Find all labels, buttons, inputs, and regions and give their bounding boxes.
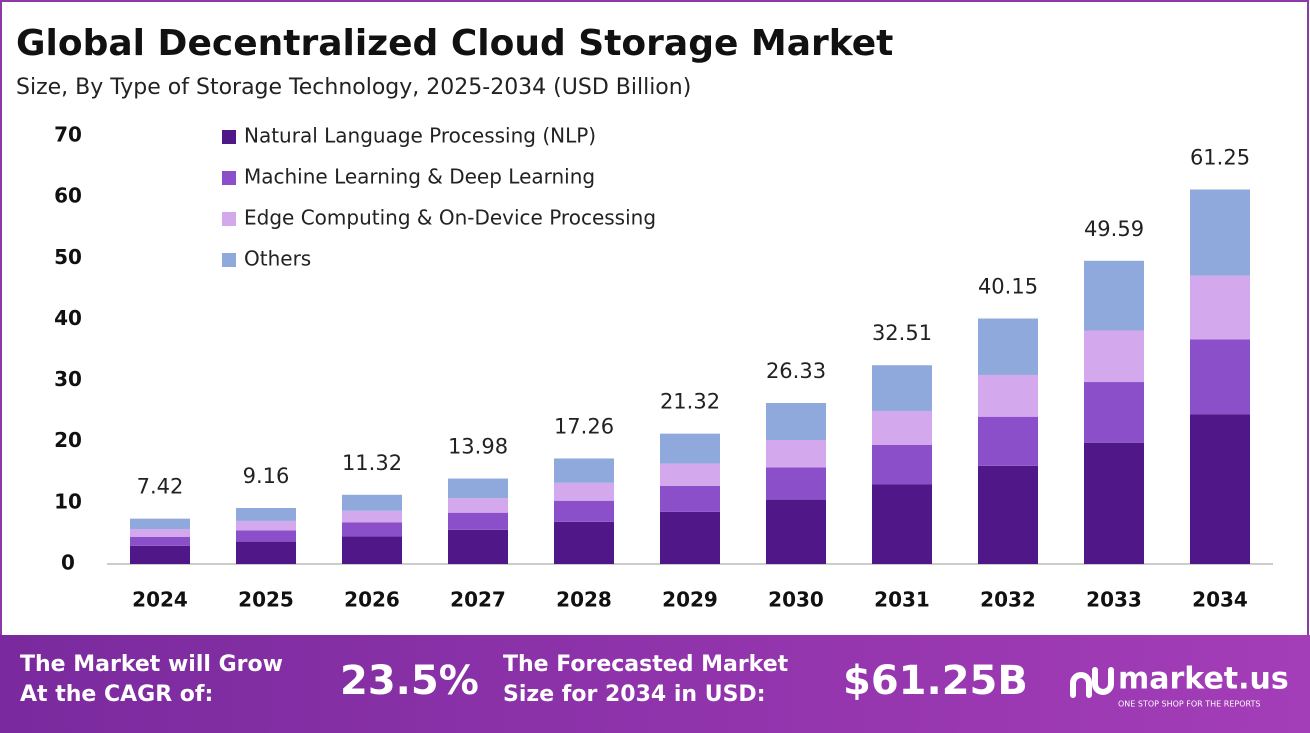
bar-segment [978,374,1038,417]
bar-segment [448,529,508,564]
total-label: 40.15 [978,275,1038,299]
y-tick-label: 50 [54,245,82,269]
brand: market.us [1118,662,1289,697]
bar-segment [554,458,614,483]
y-tick-label: 30 [54,367,82,391]
footer-forecast-text: The Forecasted Market Size for 2034 in U… [503,652,789,707]
bar-segment [236,530,296,542]
total-label: 32.51 [872,321,932,345]
y-tick-label: 10 [54,489,82,513]
y-tick-label: 0 [61,551,75,575]
bar-segment [1084,382,1144,443]
total-label: 49.59 [1084,217,1144,241]
x-tick-label: 2029 [662,588,718,612]
bar-segment [1190,189,1250,276]
logo-icon [1070,667,1114,698]
x-tick-label: 2025 [238,588,294,612]
bar-segment [342,494,402,511]
bar-segment [130,529,190,537]
total-label: 21.32 [660,390,720,414]
legend-label: Natural Language Processing (NLP) [244,124,596,148]
x-tick-label: 2028 [556,588,612,612]
x-tick-label: 2032 [980,588,1036,612]
bar-segment [766,403,826,441]
bar-segment [978,318,1038,375]
logo: market.us ONE STOP SHOP FOR THE REPORTS [1070,662,1289,709]
bar-segment [554,521,614,564]
bar-segment [448,478,508,499]
bar-segment [342,522,402,537]
legend-swatch [222,253,236,267]
bar-segment [660,511,720,564]
tagline: ONE STOP SHOP FOR THE REPORTS [1118,700,1260,709]
footer-cagr: 23.5% [340,658,479,704]
bar-segment [1190,339,1250,415]
legend-swatch [222,130,236,144]
total-label: 26.33 [766,359,826,383]
total-label: 13.98 [448,435,508,459]
x-tick-label: 2026 [344,588,400,612]
bar-segment [130,518,190,530]
y-tick-label: 40 [54,306,82,330]
x-tick-label: 2030 [768,588,824,612]
bar-segment [1190,275,1250,340]
bar-segment [660,463,720,486]
bar-segment [554,500,614,522]
bar-segment [872,410,932,445]
bar-segment [130,536,190,546]
bar-segment [342,510,402,523]
bar-segment [660,485,720,512]
legend-label: Others [244,247,311,271]
total-label: 7.42 [137,475,184,499]
bar-segment [872,365,932,411]
bar-segment [342,536,402,564]
bar-segment [448,498,508,513]
chart-title: Global Decentralized Cloud Storage Marke… [16,23,893,64]
x-tick-label: 2024 [132,588,188,612]
bar-segment [660,433,720,464]
legend-swatch [222,171,236,185]
x-tick-label: 2031 [874,588,930,612]
footer-forecast-text: The Forecasted Market Size for 2034 in U… [503,652,789,707]
bar-segment [236,520,296,531]
total-label: 11.32 [342,451,402,475]
bar-segment [554,482,614,501]
legend-swatch [222,212,236,226]
y-tick-label: 60 [54,184,82,208]
total-label: 17.26 [554,414,614,438]
footer-forecast: $61.25B [843,658,1028,704]
bar-segment [978,416,1038,466]
y-tick-label: 20 [54,428,82,452]
bar-segment [130,545,190,564]
bar-segment [1084,260,1144,331]
bar-segment [978,465,1038,564]
footer-cagr-text: The Market will Grow At the CAGR of: [20,652,283,707]
x-tick-label: 2027 [450,588,506,612]
total-label: 61.25 [1190,146,1250,170]
footer-cagr-text: The Market will Grow At the CAGR of: [20,652,283,707]
x-tick-label: 2034 [1192,588,1248,612]
total-label: 9.16 [243,464,290,488]
bar-segment [236,541,296,564]
chart-subtitle: Size, By Type of Storage Technology, 202… [16,75,691,100]
bar-segment [766,467,826,500]
x-tick-label: 2033 [1086,588,1142,612]
bar-segment [448,512,508,530]
y-tick-label: 70 [54,123,82,147]
bar-segment [872,484,932,564]
bar-segment [1190,414,1250,564]
legend-label: Machine Learning & Deep Learning [244,165,595,189]
bar-segment [766,440,826,468]
bar-segment [1084,330,1144,383]
bar-segment [766,499,826,564]
bar-segment [236,507,296,521]
legend-label: Edge Computing & On-Device Processing [244,206,656,230]
bar-segment [872,444,932,485]
bar-segment [1084,442,1144,564]
